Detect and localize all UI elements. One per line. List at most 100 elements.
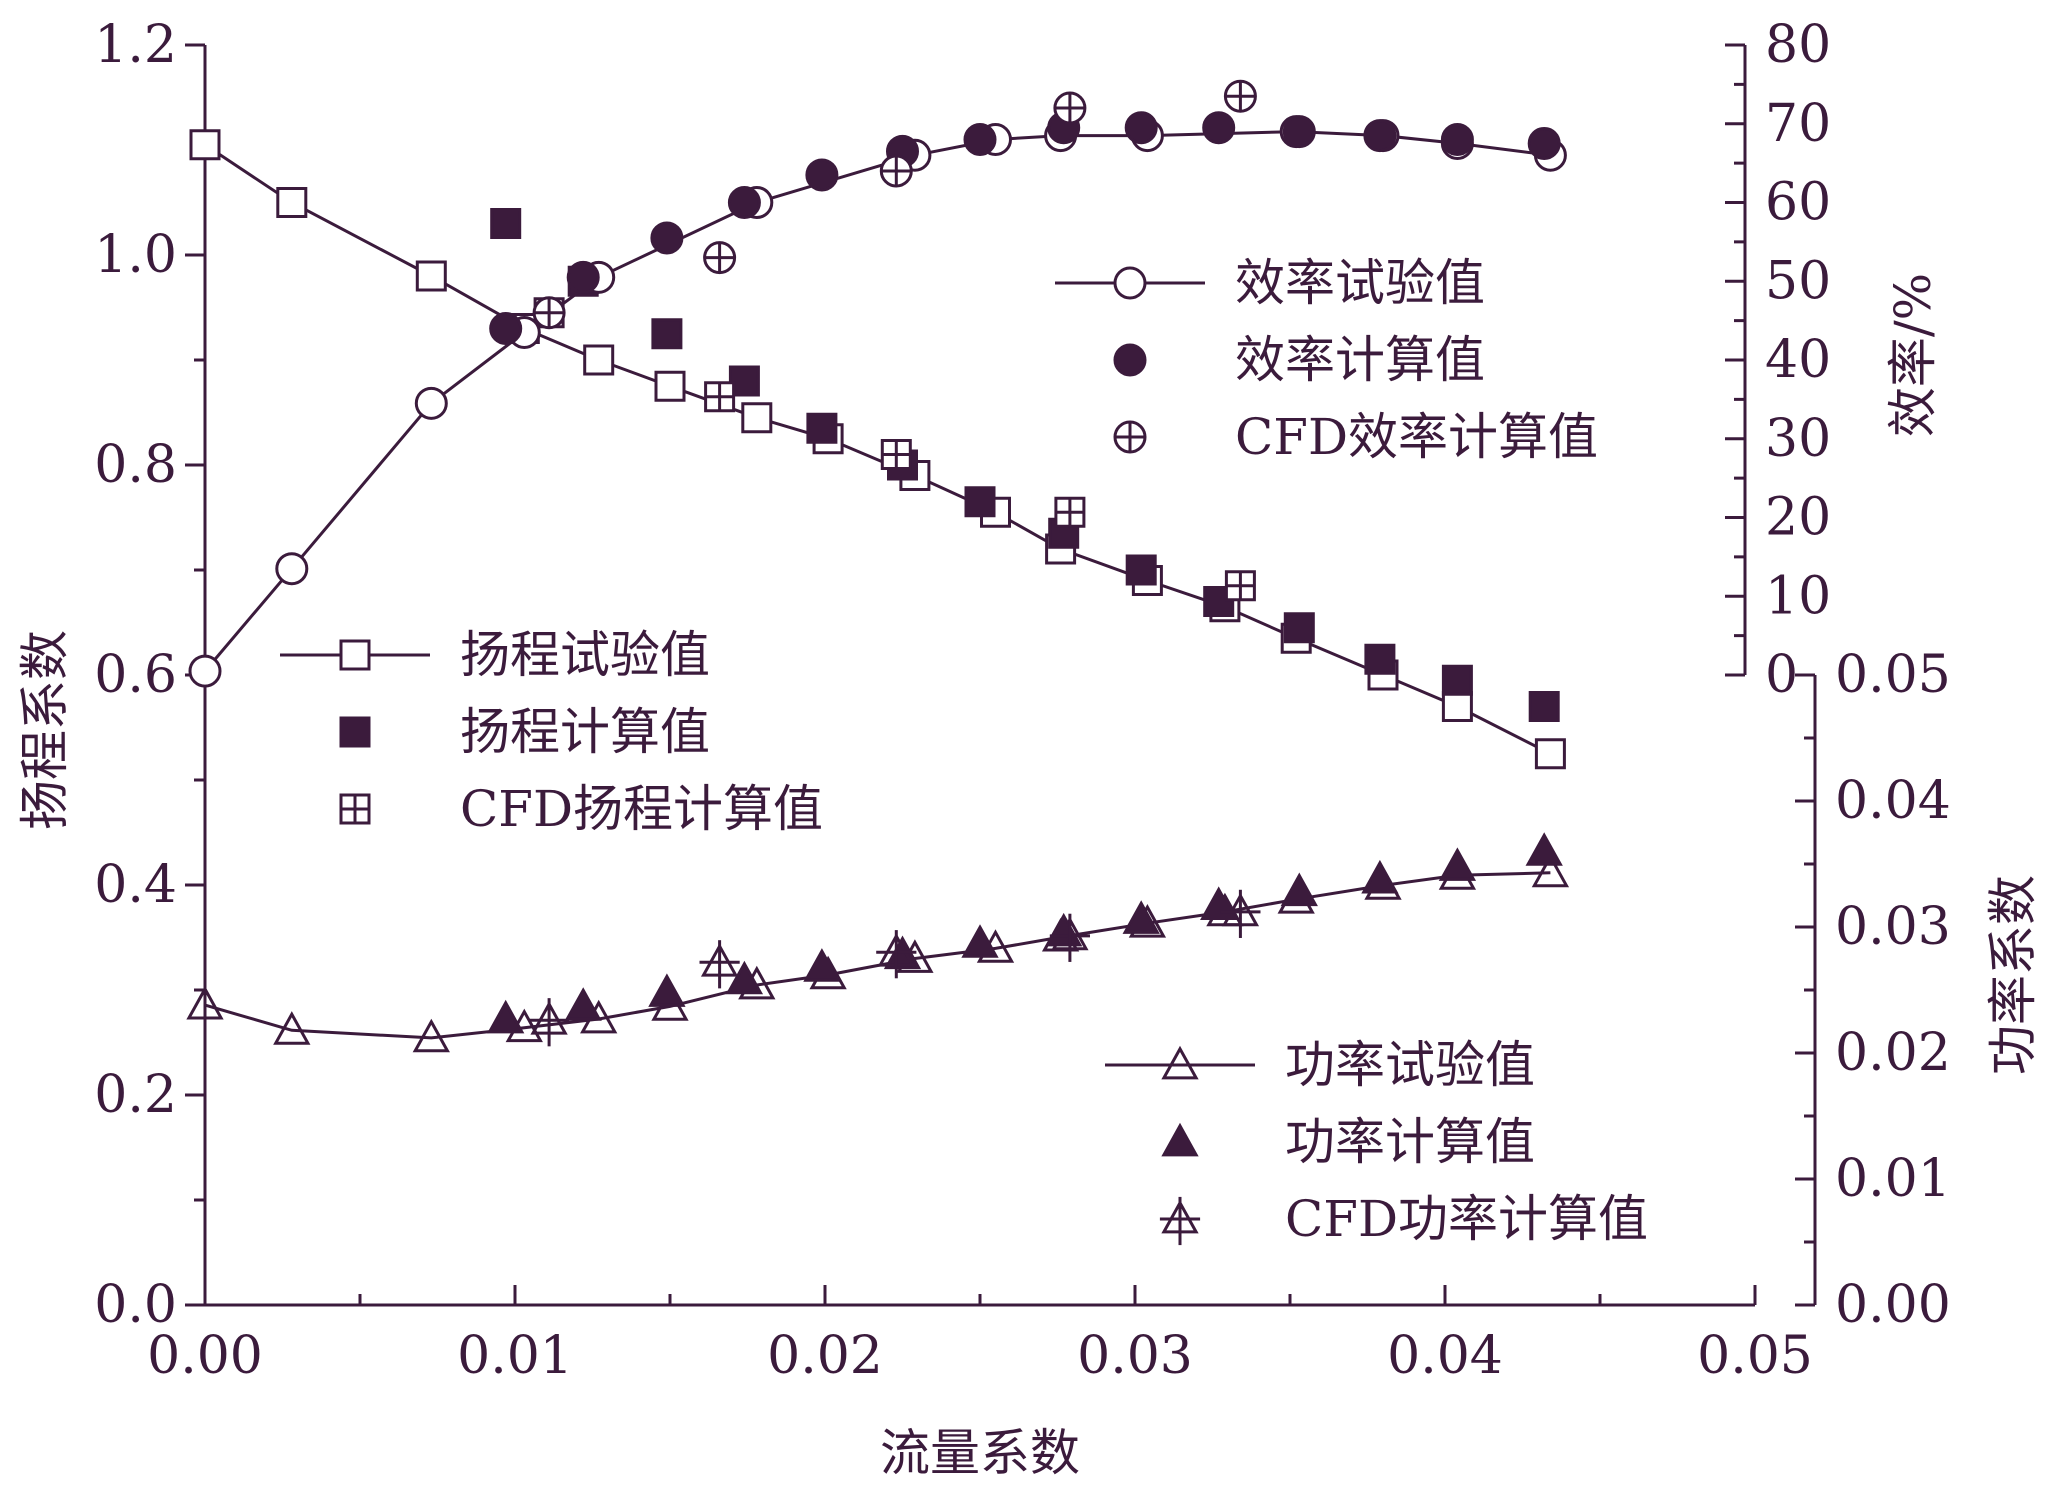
data-point bbox=[273, 1011, 311, 1045]
left-tick-label: 0.6 bbox=[94, 645, 177, 705]
legend-marker bbox=[339, 716, 371, 748]
data-point bbox=[415, 260, 447, 292]
data-point bbox=[583, 344, 615, 376]
data-point bbox=[1528, 691, 1560, 722]
power-tick-label: 0.05 bbox=[1835, 645, 1951, 705]
data-point bbox=[276, 187, 308, 218]
efficiency-tick-label: 80 bbox=[1765, 15, 1831, 75]
series-line bbox=[204, 871, 1551, 1040]
power-tick-label: 0.03 bbox=[1835, 897, 1951, 957]
power-tick-label: 0.02 bbox=[1835, 1023, 1951, 1083]
left-tick-label: 0.8 bbox=[94, 435, 177, 495]
legend-label: 效率试验值 bbox=[1235, 254, 1485, 312]
legend-label: 扬程计算值 bbox=[460, 703, 710, 761]
data-point bbox=[189, 129, 221, 161]
legend-label: 功率计算值 bbox=[1285, 1113, 1535, 1171]
left-tick-label: 0.4 bbox=[94, 855, 177, 915]
series-line bbox=[203, 130, 1551, 673]
data-point bbox=[487, 999, 525, 1034]
data-point bbox=[964, 486, 996, 518]
left-tick-label: 1.0 bbox=[94, 225, 177, 285]
efficiency-tick-label: 30 bbox=[1765, 409, 1831, 469]
efficiency-tick-label: 40 bbox=[1765, 330, 1831, 390]
legend-marker bbox=[1159, 1196, 1201, 1246]
data-point bbox=[703, 241, 737, 275]
data-point bbox=[532, 296, 566, 330]
legend-label: CFD扬程计算值 bbox=[460, 780, 823, 838]
data-point bbox=[1527, 126, 1561, 160]
data-point bbox=[741, 402, 773, 434]
efficiency-tick-label: 50 bbox=[1765, 251, 1831, 311]
data-point bbox=[529, 998, 570, 1047]
data-point bbox=[648, 973, 686, 1007]
data-point bbox=[1361, 859, 1399, 894]
data-point bbox=[879, 154, 913, 188]
x-tick-label: 0.01 bbox=[457, 1326, 573, 1386]
series-6 bbox=[186, 853, 1570, 1053]
legend-marker bbox=[339, 639, 371, 671]
legend-marker bbox=[1113, 266, 1147, 300]
legend-label: 扬程试验值 bbox=[460, 626, 710, 684]
legend-label: 功率试验值 bbox=[1285, 1036, 1535, 1094]
data-point bbox=[1122, 900, 1160, 934]
plot-area bbox=[186, 79, 1570, 1053]
data-point bbox=[1441, 691, 1473, 722]
efficiency-tick-label: 70 bbox=[1765, 94, 1831, 154]
data-point bbox=[1364, 643, 1396, 675]
x-tick-label: 0.04 bbox=[1387, 1326, 1503, 1386]
series-7 bbox=[487, 832, 1563, 1034]
data-point bbox=[1525, 832, 1563, 866]
data-point bbox=[414, 386, 448, 420]
data-point bbox=[1441, 664, 1473, 696]
legend-marker bbox=[1113, 343, 1147, 377]
data-point bbox=[725, 960, 764, 995]
data-point bbox=[566, 260, 600, 294]
data-point bbox=[490, 208, 522, 239]
data-point bbox=[803, 948, 841, 982]
data-point bbox=[650, 221, 684, 255]
left-tick-label: 1.2 bbox=[94, 15, 177, 75]
data-point bbox=[806, 412, 838, 444]
left-tick-label: 0.0 bbox=[94, 1275, 177, 1335]
data-point bbox=[188, 654, 222, 688]
data-point bbox=[1125, 554, 1157, 586]
left-tick-label: 0.2 bbox=[94, 1065, 177, 1125]
data-point bbox=[1534, 738, 1566, 770]
series-3 bbox=[188, 115, 1567, 688]
efficiency-tick-label: 20 bbox=[1765, 488, 1831, 548]
data-point bbox=[727, 186, 761, 219]
data-point bbox=[728, 365, 760, 397]
data-point bbox=[1054, 496, 1086, 528]
x-tick-label: 0.05 bbox=[1697, 1326, 1813, 1386]
data-point bbox=[1202, 111, 1236, 145]
data-point bbox=[1203, 586, 1235, 617]
legend-marker bbox=[1161, 1122, 1199, 1157]
data-point bbox=[1283, 612, 1315, 644]
data-point bbox=[880, 439, 912, 470]
data-point bbox=[186, 985, 224, 1020]
left-axis-title: 扬程系数 bbox=[16, 630, 74, 830]
data-point bbox=[1282, 115, 1316, 149]
right-lower-axis-title: 功率系数 bbox=[1984, 875, 2042, 1075]
data-point bbox=[1049, 913, 1090, 962]
legend-label: CFD效率计算值 bbox=[1235, 408, 1598, 466]
efficiency-tick-label: 60 bbox=[1765, 173, 1831, 233]
legend-label: CFD功率计算值 bbox=[1285, 1190, 1648, 1248]
x-tick-label: 0.02 bbox=[767, 1326, 883, 1386]
data-point bbox=[275, 552, 309, 586]
series-8 bbox=[529, 889, 1261, 1047]
data-point bbox=[564, 987, 602, 1021]
data-point bbox=[961, 924, 999, 958]
data-point bbox=[876, 930, 917, 979]
data-point bbox=[1223, 79, 1257, 113]
data-point bbox=[1438, 847, 1477, 881]
data-point bbox=[699, 940, 740, 989]
series-5 bbox=[532, 79, 1257, 330]
data-point bbox=[489, 312, 523, 345]
data-point bbox=[654, 370, 686, 402]
data-point bbox=[1280, 872, 1318, 907]
data-point bbox=[963, 123, 997, 156]
